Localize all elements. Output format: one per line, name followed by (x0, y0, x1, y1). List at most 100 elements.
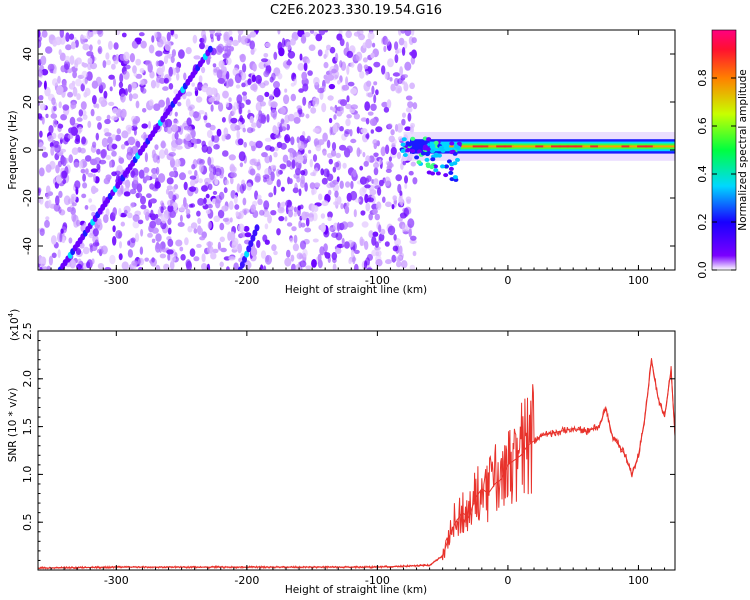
noise-dot (89, 158, 98, 166)
noise-dot (69, 259, 76, 269)
noise-dot (356, 30, 364, 35)
trace-dot (242, 255, 247, 263)
noise-dot (328, 158, 333, 165)
noise-dot (138, 266, 144, 270)
noise-dot (38, 81, 43, 86)
noise-dot (314, 167, 319, 174)
noise-dot (106, 114, 111, 120)
figure-title: C2E6.2023.330.19.54.G16 (270, 3, 442, 18)
noise-dot (343, 241, 350, 249)
noise-dot (139, 246, 144, 255)
noise-dot (393, 234, 397, 241)
noise-dot (183, 181, 188, 191)
noise-dot (53, 69, 57, 75)
funnel-dot (438, 145, 444, 150)
noise-dot (240, 71, 247, 81)
noise-dot (251, 145, 256, 152)
spectrogram-xlabel: Height of straight line (km) (285, 284, 427, 296)
noise-dot (168, 83, 174, 90)
noise-dot (410, 30, 415, 36)
noise-dot (384, 71, 389, 80)
noise-dot (276, 179, 281, 188)
noise-dot (97, 30, 104, 38)
noise-dot (273, 81, 280, 89)
noise-dot (221, 134, 226, 142)
noise-dot (339, 99, 348, 107)
noise-dot (385, 201, 392, 208)
noise-dot (359, 236, 364, 247)
noise-dot (304, 211, 310, 217)
noise-dot (286, 249, 291, 258)
noise-dot (169, 171, 176, 178)
noise-dot (395, 174, 403, 182)
noise-dot (293, 234, 298, 244)
noise-dot (251, 158, 258, 164)
noise-dot (156, 67, 164, 75)
noise-dot (82, 246, 90, 255)
noise-dot (154, 181, 161, 189)
noise-dot (120, 93, 126, 103)
noise-dot (375, 201, 382, 211)
noise-dot (111, 134, 117, 141)
noise-dot (284, 257, 292, 267)
noise-dot (151, 173, 157, 179)
noise-dot (120, 221, 126, 227)
x-tick-label: 0 (504, 574, 511, 587)
noise-dot (59, 30, 64, 38)
noise-dot (312, 97, 320, 107)
noise-dot (260, 264, 264, 270)
noise-dot (75, 134, 81, 142)
noise-dot (92, 228, 99, 237)
noise-dot (140, 229, 144, 237)
noise-dot (286, 60, 292, 66)
noise-dot (402, 74, 408, 79)
noise-dot (155, 166, 160, 175)
funnel-dot (410, 148, 416, 153)
noise-dot (339, 38, 345, 47)
noise-dot (208, 97, 215, 103)
noise-dot (411, 37, 417, 44)
noise-dot (172, 68, 177, 76)
noise-dot (300, 35, 307, 44)
noise-dot (149, 198, 157, 204)
noise-dot (53, 106, 57, 112)
noise-dot (134, 37, 142, 43)
noise-dot (409, 82, 415, 90)
noise-dot (230, 122, 238, 132)
noise-dot (108, 74, 115, 80)
noise-dot (81, 136, 86, 145)
noise-dot (337, 222, 340, 232)
noise-dot (384, 176, 391, 187)
noise-dot (340, 105, 344, 115)
noise-dot (349, 129, 353, 137)
noise-dot (288, 209, 293, 218)
noise-dot (87, 120, 92, 128)
noise-dot (315, 144, 322, 152)
noise-dot (280, 142, 287, 150)
noise-dot (216, 128, 222, 137)
band-peak (574, 145, 585, 148)
funnel-dot (425, 147, 431, 152)
noise-dot (101, 137, 108, 148)
funnel-dot (430, 149, 436, 154)
noise-dot (238, 102, 245, 109)
trace-dot (207, 45, 213, 53)
noise-dot (155, 50, 163, 57)
noise-dot (73, 37, 77, 42)
noise-dot (47, 63, 55, 72)
noise-dot (38, 30, 41, 38)
noise-dot (151, 238, 156, 243)
noise-dot (290, 93, 296, 102)
noise-dot (184, 237, 189, 246)
noise-dot (92, 30, 98, 35)
noise-dot (113, 78, 116, 87)
noise-dot (408, 228, 412, 238)
noise-dot (140, 195, 146, 205)
noise-dot (88, 198, 93, 203)
noise-dot (256, 102, 261, 110)
noise-dot (333, 201, 340, 206)
noise-dot (273, 250, 278, 256)
noise-dot (375, 89, 379, 96)
noise-dot (339, 144, 347, 151)
noise-dot (140, 204, 147, 210)
